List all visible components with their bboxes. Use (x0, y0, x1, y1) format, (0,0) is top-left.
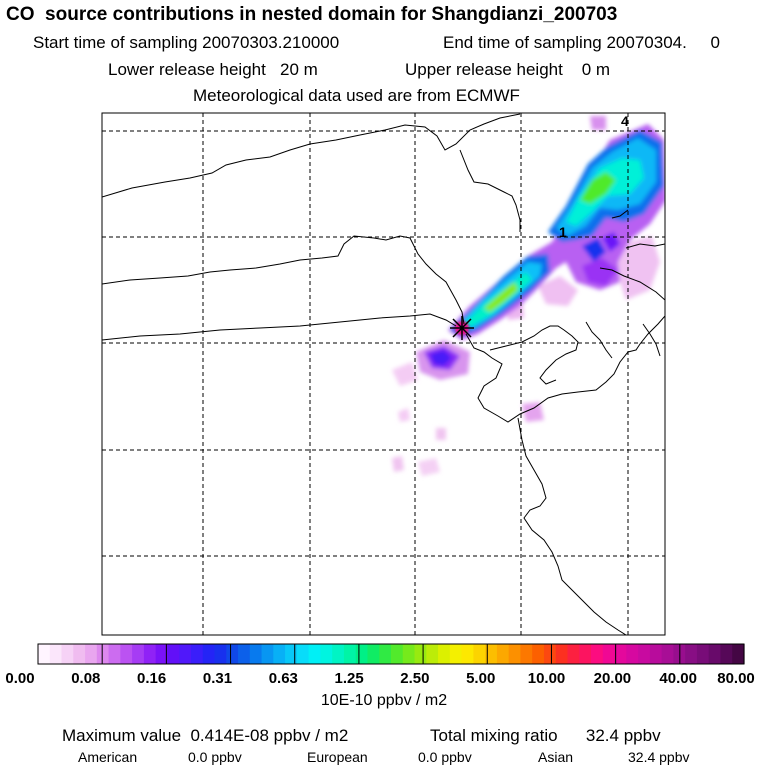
colorbar-swatch (661, 644, 674, 664)
colorbar-swatch (626, 644, 639, 664)
release-site-marker-icon (450, 316, 474, 340)
colorbar-swatch (402, 644, 416, 664)
colorbar-swatch (85, 644, 98, 664)
asian-value: 32.4 ppbv (628, 749, 690, 765)
colorbar-swatch (261, 644, 274, 664)
colorbar-swatch (249, 644, 263, 664)
colorbar-swatch (543, 644, 557, 664)
colorbar-tick-label: 2.50 (400, 670, 430, 687)
colorbar-swatch (143, 644, 157, 664)
colorbar-swatch (485, 644, 498, 664)
colorbar-swatch (567, 644, 580, 664)
colorbar-swatch (720, 644, 733, 664)
colorbar-swatch (332, 644, 345, 664)
colorbar-swatch (555, 644, 569, 664)
colorbar-swatch (414, 644, 427, 664)
colorbar-tick-label: 0.16 (136, 670, 167, 687)
map-frame (101, 112, 666, 636)
colorbar-swatch (426, 644, 439, 664)
colorbar-tick-label: 40.00 (659, 670, 697, 687)
colorbar-swatch (461, 644, 474, 664)
colorbar-swatch (179, 644, 192, 664)
colorbar-swatch (214, 644, 227, 664)
colorbar-tick-label: 80.00 (717, 670, 755, 687)
contour-label-1: 1 (559, 224, 567, 240)
colorbar-swatch (155, 644, 169, 664)
colorbar-swatch (120, 644, 133, 664)
colorbar-swatch (649, 644, 663, 664)
colorbar-swatch (473, 644, 486, 664)
colorbar-swatch (367, 644, 380, 664)
colorbar-swatch (438, 644, 451, 664)
colorbar-tick-label: 10.00 (527, 670, 566, 687)
colorbar-tick-label: 0.08 (71, 670, 101, 687)
colorbar-tick-label: 0.63 (268, 670, 298, 687)
lat-lon-grid (102, 113, 665, 635)
colorbar-swatch (167, 644, 180, 664)
colorbar-swatch (520, 644, 533, 664)
american-value: 0.0 ppbv (188, 749, 242, 765)
colorbar-swatch (591, 644, 604, 664)
colorbar-swatch (296, 644, 310, 664)
colorbar-tick-label: 1.25 (334, 670, 364, 687)
colorbar-swatch (308, 644, 321, 664)
colorbar (37, 643, 745, 665)
colorbar-swatch (638, 644, 651, 664)
colorbar-swatch (108, 644, 121, 664)
colorbar-tick-label: 0.00 (5, 670, 35, 687)
contour-label-4: 4 (621, 113, 629, 129)
european-value: 0.0 ppbv (418, 749, 472, 765)
colorbar-swatch (38, 644, 51, 664)
colorbar-swatch (614, 644, 627, 664)
colorbar-swatch (685, 644, 698, 664)
coastlines-and-borders (102, 113, 665, 635)
map-plot-area: 4 1 (101, 112, 666, 636)
colorbar-swatch (190, 644, 204, 664)
colorbar-tick-label: 20.00 (593, 670, 632, 687)
end-time-label: End time of sampling 20070304. 0 (443, 33, 720, 52)
colorbar-swatch (285, 644, 298, 664)
colorbar-frame (37, 643, 745, 665)
colorbar-tick-label: 0.31 (202, 670, 233, 687)
colorbar-swatch (132, 644, 145, 664)
colorbar-swatch (508, 644, 522, 664)
colorbar-swatch (202, 644, 216, 664)
european-label: European (307, 749, 368, 765)
colorbar-swatch (732, 644, 745, 664)
upper-release-height-label: Upper release height 0 m (405, 60, 611, 79)
total-mixing-ratio-label: Total mixing ratio 32.4 ppbv (430, 726, 661, 745)
colorbar-swatch (449, 644, 463, 664)
meteorological-data-label: Meteorological data used are from ECMWF (193, 86, 520, 105)
colorbar-swatch (696, 644, 710, 664)
colorbar-swatch (355, 644, 369, 664)
colorbar-tick-label: 5.00 (466, 670, 496, 687)
colorbar-unit-label: 10E-10 ppbv / m2 (320, 692, 448, 709)
asian-label: Asian (538, 749, 574, 765)
colorbar-swatch (579, 644, 592, 664)
colorbar-swatch (273, 644, 286, 664)
colorbar-swatch (379, 644, 392, 664)
colorbar-swatch (708, 644, 722, 664)
colorbar-swatch (320, 644, 333, 664)
map-title: CO source contributions in nested domain… (6, 4, 618, 25)
concentration-plume (392, 116, 665, 476)
colorbar-swatch (496, 644, 510, 664)
lower-release-height-label: Lower release height 20 m (108, 60, 318, 79)
colorbar-swatch (532, 644, 545, 664)
colorbar-swatch (238, 644, 251, 664)
colorbar-swatch (226, 644, 239, 664)
colorbar-swatch (602, 644, 616, 664)
colorbar-swatch (49, 644, 63, 664)
start-time-label: Start time of sampling 20070303.210000 (33, 33, 340, 52)
colorbar-swatch (61, 644, 74, 664)
american-label: American (78, 749, 138, 765)
colorbar-swatch (391, 644, 404, 664)
colorbar-swatch (73, 644, 86, 664)
colorbar-swatch (96, 644, 110, 664)
maximum-value-label: Maximum value 0.414E-08 ppbv / m2 (62, 726, 349, 745)
colorbar-swatch (343, 644, 357, 664)
